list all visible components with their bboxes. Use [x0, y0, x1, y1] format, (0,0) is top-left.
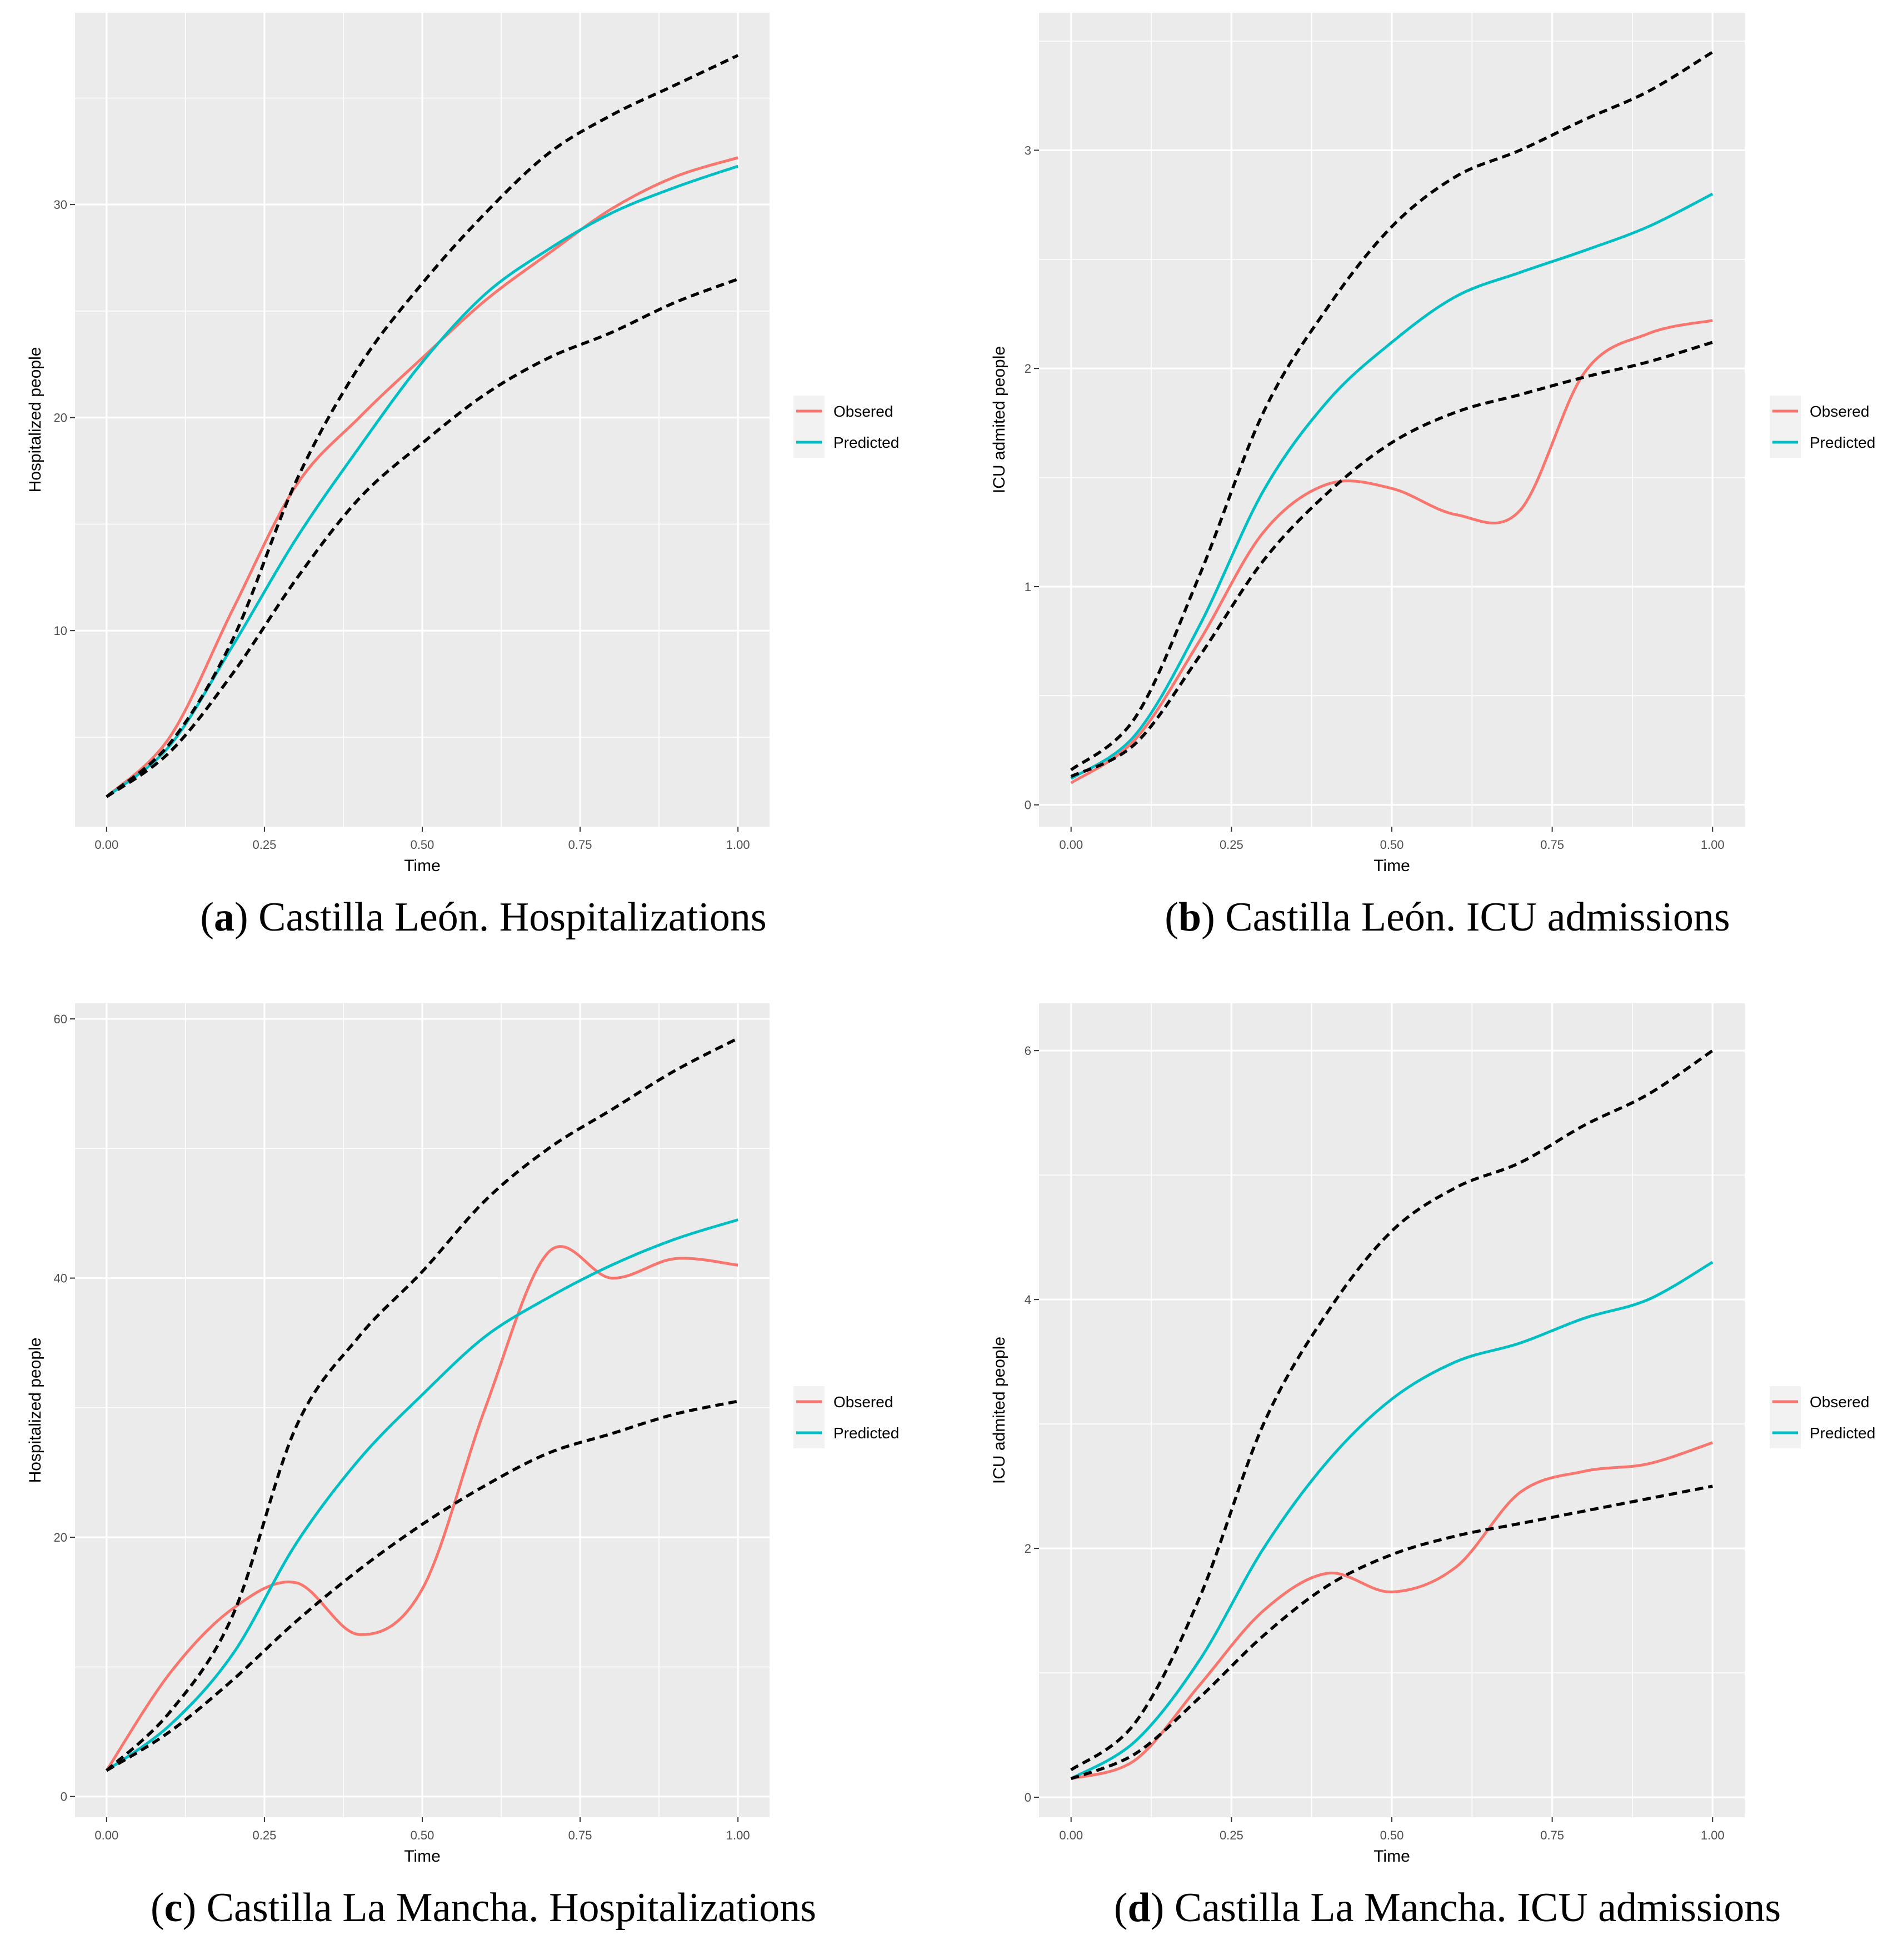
confidence-band-line [106, 1399, 738, 1772]
y-tick-label: 40 [54, 1272, 67, 1286]
x-tick-label: 0.50 [411, 1828, 434, 1842]
confidence-band-line [1070, 1484, 1713, 1781]
y-tick-label: 4 [1025, 1293, 1031, 1307]
caption-letter: c [164, 1885, 183, 1931]
x-axis-title: Time [1373, 857, 1410, 875]
x-tick-label: 0.50 [1380, 838, 1404, 852]
panel-caption: (a) Castilla León. Hospitalizations [200, 894, 766, 940]
legend: Obsered Predicted [793, 1386, 899, 1448]
chart-panel-b: 0.00 0.25 0.50 0.75 1.00 0 1 2 3 Time ICU admited … [990, 13, 1875, 940]
x-tick-label: 1.00 [1701, 838, 1725, 852]
caption-paren-close: ) [1201, 894, 1225, 940]
series-line-obsered [1071, 1441, 1714, 1781]
caption-paren-open: ( [1165, 894, 1178, 940]
caption-paren-open: ( [1114, 1885, 1128, 1931]
y-tick-label: 10 [54, 624, 67, 638]
legend-label: Obsered [833, 1393, 893, 1411]
series-line-obsered [1070, 319, 1713, 784]
caption-title: Castilla León. Hospitalizations [258, 894, 767, 940]
chart-panel-d: 0.00 0.25 0.50 0.75 1.00 0 2 4 6 Time ICU admited … [990, 1003, 1875, 1931]
caption-paren-close: ) [182, 1885, 206, 1931]
y-tick-label: 0 [1025, 1791, 1031, 1804]
x-tick-label: 0.75 [1540, 838, 1564, 852]
y-tick-label: 2 [1025, 1542, 1031, 1556]
series-line-obsered [105, 1245, 738, 1772]
caption-paren-close: ) [234, 894, 258, 940]
x-tick-label: 0.25 [252, 1828, 276, 1842]
x-tick-label: 0.00 [1059, 1828, 1083, 1842]
series-line-predicted [1070, 192, 1714, 780]
x-tick-label: 0.75 [1540, 1828, 1564, 1842]
x-tick-label: 0.75 [568, 838, 592, 852]
y-tick-label: 60 [54, 1012, 67, 1026]
y-tick-label: 0 [1025, 798, 1031, 812]
legend: Obsered Predicted [793, 396, 899, 458]
y-tick-label: 3 [1025, 143, 1031, 157]
legend-label: Obsered [1810, 1393, 1869, 1411]
y-tick-label: 0 [61, 1790, 67, 1804]
panel-caption: (c) Castilla La Mancha. Hospitalizations [151, 1885, 816, 1931]
x-axis-title: Time [1373, 1847, 1410, 1866]
caption-letter: a [214, 894, 234, 940]
legend-label: Predicted [1810, 1424, 1875, 1442]
y-tick-label: 2 [1025, 362, 1031, 376]
caption-paren-open: ( [200, 894, 214, 940]
x-tick-label: 1.00 [726, 838, 750, 852]
y-tick-label: 6 [1025, 1044, 1031, 1058]
confidence-band-line [1070, 1049, 1714, 1772]
confidence-band-line [1070, 341, 1714, 778]
x-axis-title: Time [404, 857, 441, 875]
x-tick-label: 0.00 [94, 838, 118, 852]
legend-label: Predicted [833, 434, 899, 451]
confidence-band-line [1070, 51, 1714, 772]
caption-paren-open: ( [151, 1885, 164, 1931]
x-tick-label: 1.00 [726, 1828, 750, 1842]
panel-caption: (b) Castilla León. ICU admissions [1165, 894, 1730, 940]
chart-panel-c: 0.00 0.25 0.50 0.75 1.00 0 20 40 60 Time Hospitali… [26, 1003, 899, 1931]
y-axis-title: ICU admited people [990, 1337, 1008, 1484]
caption-title: Castilla La Mancha. Hospitalizations [207, 1885, 816, 1931]
caption-title: Castilla León. ICU admissions [1225, 894, 1730, 940]
legend-label: Predicted [833, 1424, 899, 1442]
confidence-band-line [106, 277, 739, 798]
y-tick-label: 30 [54, 198, 67, 212]
y-tick-label: 1 [1025, 580, 1031, 594]
x-tick-label: 0.50 [1380, 1828, 1404, 1842]
x-tick-label: 0.25 [1220, 1828, 1243, 1842]
y-axis-title: Hospitalized people [26, 347, 44, 493]
x-tick-label: 0.00 [1059, 838, 1083, 852]
panel-caption: (d) Castilla La Mancha. ICU admissions [1114, 1885, 1781, 1931]
x-tick-label: 0.00 [94, 1828, 118, 1842]
series-line-obsered [106, 156, 738, 798]
legend-label: Obsered [833, 403, 893, 420]
chart-panel-a: 0.00 0.25 0.50 0.75 1.00 10 20 30 Time Hospitaliz… [26, 13, 899, 940]
confidence-band-line [106, 54, 739, 798]
y-axis-title: Hospitalized people [26, 1338, 44, 1483]
x-tick-label: 0.25 [1220, 838, 1243, 852]
y-tick-label: 20 [54, 1531, 67, 1544]
legend-label: Predicted [1810, 434, 1875, 451]
x-axis-title: Time [404, 1847, 441, 1866]
x-tick-label: 0.25 [252, 838, 276, 852]
x-tick-label: 1.00 [1701, 1828, 1725, 1842]
legend: Obsered Predicted [1770, 1386, 1875, 1448]
caption-title: Castilla La Mancha. ICU admissions [1175, 1885, 1781, 1931]
caption-letter: d [1128, 1885, 1151, 1931]
x-tick-label: 0.75 [568, 1828, 592, 1842]
confidence-band-line [105, 1037, 739, 1772]
series-line-predicted [1070, 1261, 1714, 1780]
legend: Obsered Predicted [1770, 396, 1875, 458]
caption-paren-close: ) [1151, 1885, 1175, 1931]
legend-label: Obsered [1810, 403, 1869, 420]
caption-letter: b [1178, 894, 1201, 940]
y-tick-label: 20 [54, 411, 67, 425]
x-tick-label: 0.50 [411, 838, 434, 852]
y-axis-title: ICU admited people [990, 346, 1008, 493]
series-line-predicted [106, 1218, 738, 1772]
